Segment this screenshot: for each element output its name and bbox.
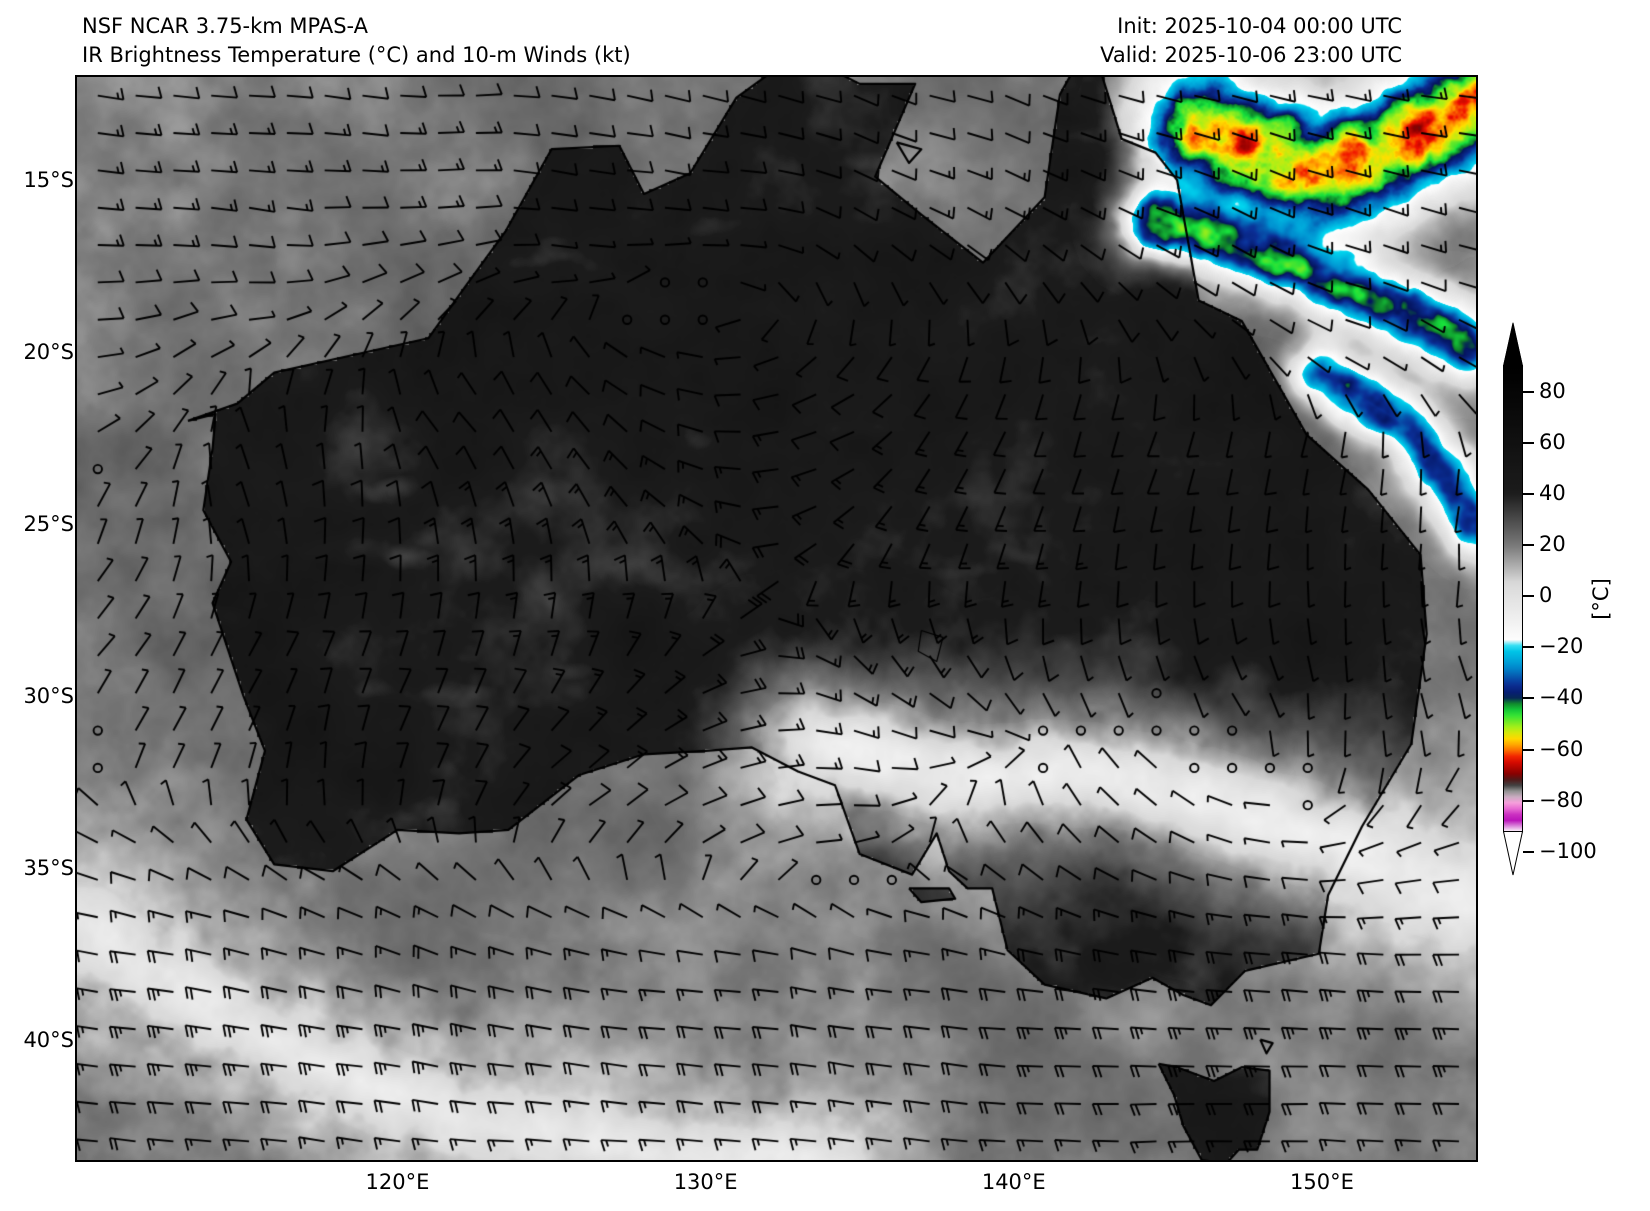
longitude-tick-140°E: 140°E [981,1170,1046,1194]
colorbar-tick-mark [1523,544,1534,547]
colorbar-tick-mark [1523,492,1534,495]
colorbar-gradient [1504,366,1522,832]
latitude-tick-30°S: 30°S [23,683,74,708]
longitude-tick-130°E: 130°E [673,1170,738,1194]
colorbar-tick-label--40: −40 [1539,685,1584,710]
colorbar-tick-mark [1523,697,1534,700]
latitude-tick-40°S: 40°S [23,1027,74,1052]
latitude-tick-20°S: 20°S [23,340,74,365]
init-time: Init: 2025-10-04 00:00 UTC [1117,14,1402,38]
colorbar-tick-label-40: 40 [1539,480,1566,505]
valid-time: Valid: 2025-10-06 23:00 UTC [1100,43,1402,67]
colorbar-tick-label--100: −100 [1539,838,1597,863]
colorbar-tick-mark [1523,390,1534,393]
longitude-tick-120°E: 120°E [365,1170,430,1194]
colorbar-body [1503,365,1523,833]
title-line-field: IR Brightness Temperature (°C) and 10-m … [82,43,631,67]
colorbar-tick-mark [1523,441,1534,444]
colorbar-tick-label--20: −20 [1539,634,1584,659]
title-line-model: NSF NCAR 3.75-km MPAS-A [82,14,369,38]
colorbar-tick-label--60: −60 [1539,736,1584,761]
colorbar-tick-mark [1523,595,1534,598]
latitude-tick-35°S: 35°S [23,855,74,880]
figure-timestamps: Init: 2025-10-04 00:00 UTC Valid: 2025-10… [1100,12,1402,70]
figure-title: NSF NCAR 3.75-km MPAS-A IR Brightness Tem… [82,12,631,70]
latitude-tick-25°S: 25°S [23,511,74,536]
colorbar-tick-label-20: 20 [1539,532,1566,557]
latitude-tick-15°S: 15°S [23,168,74,193]
colorbar-tick-mark [1523,850,1534,853]
colorbar-tick-label--80: −80 [1539,787,1584,812]
colorbar-tick-mark [1523,799,1534,802]
colorbar-tick-mark [1523,748,1534,751]
colorbar: 80 60 40 20 0 −20 −40 −60 −80 −100 [1503,322,1597,876]
map-axes [75,75,1478,1162]
longitude-tick-150°E: 150°E [1289,1170,1354,1194]
colorbar-tick-label-0: 0 [1539,583,1553,608]
colorbar-unit-label: [°C] [1588,578,1613,620]
colorbar-tick-label-80: 80 [1539,378,1566,403]
colorbar-tick-label-60: 60 [1539,429,1566,454]
colorbar-tick-mark [1523,646,1534,649]
ir-brightness-temperature-map [77,77,1476,1160]
